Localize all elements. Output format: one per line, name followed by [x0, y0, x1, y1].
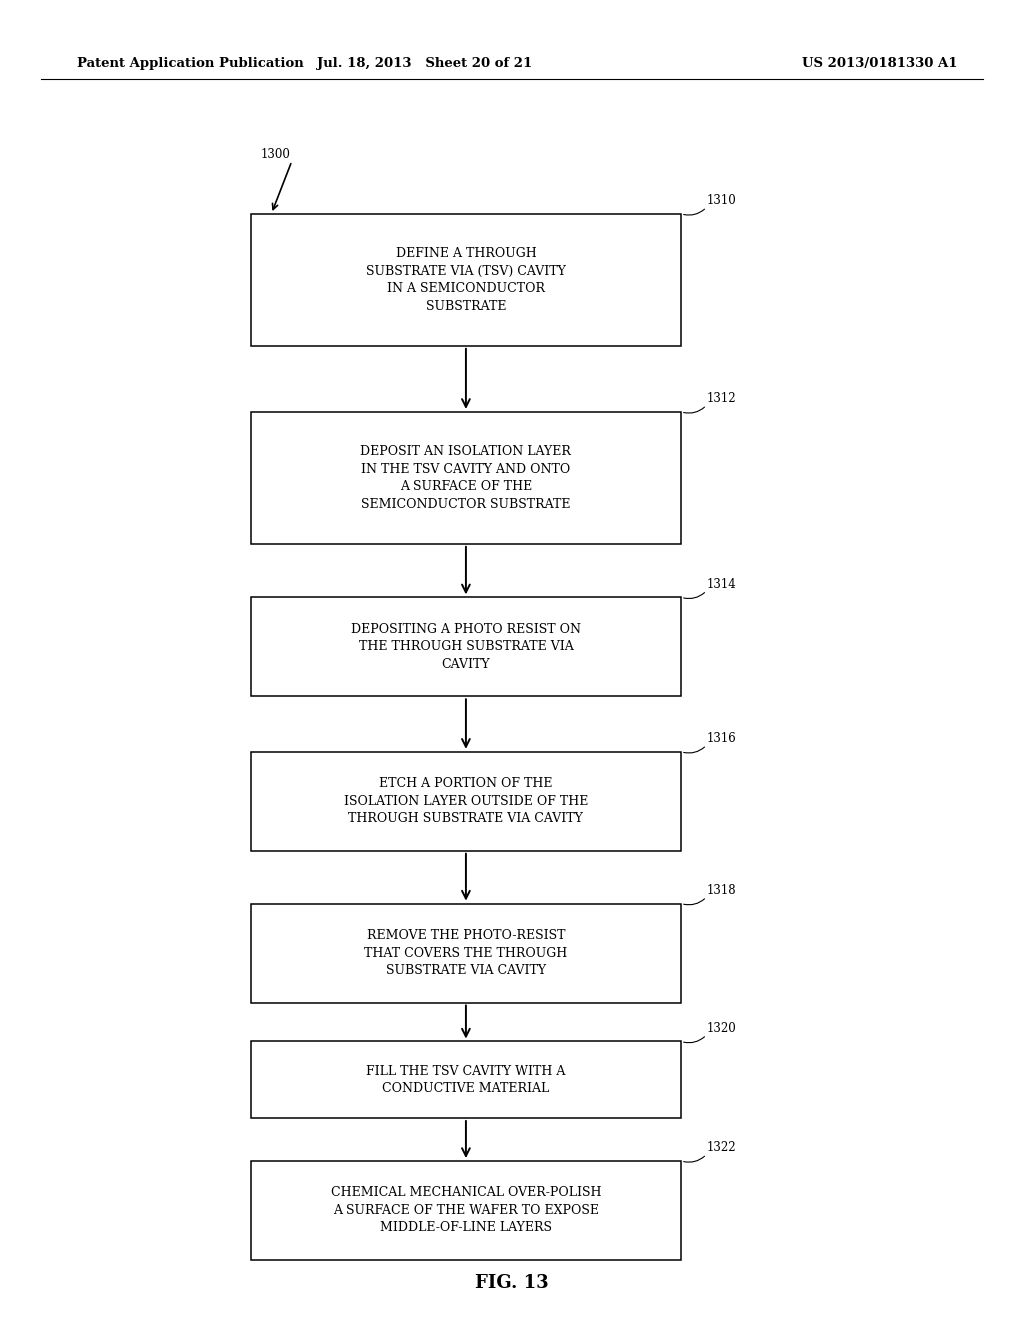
Bar — [251, 903, 681, 1003]
Text: 1320: 1320 — [707, 1022, 736, 1035]
Text: FIG. 13: FIG. 13 — [475, 1274, 549, 1292]
Text: Patent Application Publication: Patent Application Publication — [77, 57, 303, 70]
Text: Jul. 18, 2013   Sheet 20 of 21: Jul. 18, 2013 Sheet 20 of 21 — [317, 57, 532, 70]
Text: CHEMICAL MECHANICAL OVER-POLISH
A SURFACE OF THE WAFER TO EXPOSE
MIDDLE-OF-LINE : CHEMICAL MECHANICAL OVER-POLISH A SURFAC… — [331, 1187, 601, 1234]
Text: REMOVE THE PHOTO-RESIST
THAT COVERS THE THROUGH
SUBSTRATE VIA CAVITY: REMOVE THE PHOTO-RESIST THAT COVERS THE … — [365, 929, 567, 977]
Bar — [251, 751, 681, 850]
Text: DEPOSITING A PHOTO RESIST ON
THE THROUGH SUBSTRATE VIA
CAVITY: DEPOSITING A PHOTO RESIST ON THE THROUGH… — [351, 623, 581, 671]
Bar — [251, 1162, 681, 1259]
Bar — [251, 1041, 681, 1118]
Text: 1318: 1318 — [707, 884, 736, 896]
Text: 1314: 1314 — [707, 578, 736, 590]
Text: 1312: 1312 — [707, 392, 736, 405]
Text: 1310: 1310 — [707, 194, 736, 207]
Text: 1322: 1322 — [707, 1142, 736, 1154]
Text: FILL THE TSV CAVITY WITH A
CONDUCTIVE MATERIAL: FILL THE TSV CAVITY WITH A CONDUCTIVE MA… — [367, 1064, 565, 1096]
Text: DEFINE A THROUGH
SUBSTRATE VIA (TSV) CAVITY
IN A SEMICONDUCTOR
SUBSTRATE: DEFINE A THROUGH SUBSTRATE VIA (TSV) CAV… — [366, 247, 566, 313]
Text: DEPOSIT AN ISOLATION LAYER
IN THE TSV CAVITY AND ONTO
A SURFACE OF THE
SEMICONDU: DEPOSIT AN ISOLATION LAYER IN THE TSV CA… — [360, 445, 571, 511]
Bar — [251, 597, 681, 697]
Text: 1316: 1316 — [707, 733, 736, 744]
Text: ETCH A PORTION OF THE
ISOLATION LAYER OUTSIDE OF THE
THROUGH SUBSTRATE VIA CAVIT: ETCH A PORTION OF THE ISOLATION LAYER OU… — [344, 777, 588, 825]
Bar — [251, 214, 681, 346]
Text: US 2013/0181330 A1: US 2013/0181330 A1 — [802, 57, 957, 70]
Text: 1300: 1300 — [261, 148, 291, 161]
Bar — [251, 412, 681, 544]
